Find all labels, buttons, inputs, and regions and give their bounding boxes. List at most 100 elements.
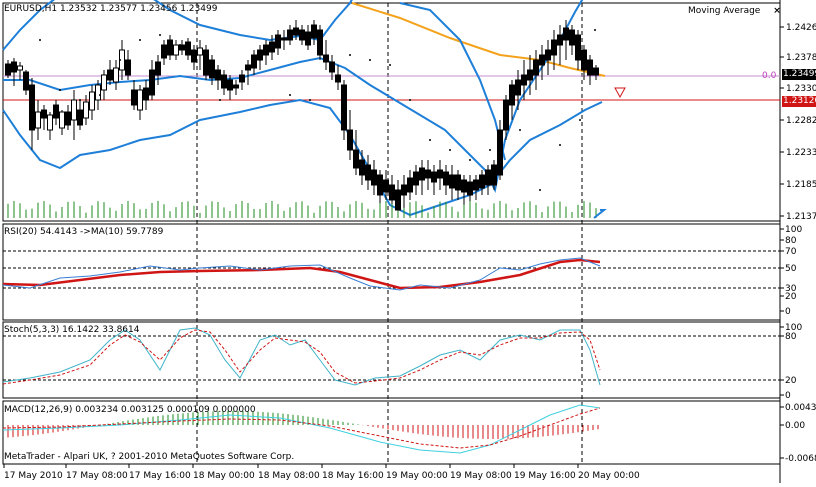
candle-body-63 xyxy=(383,179,389,193)
time-label-7: 19 May 08:00 xyxy=(450,471,512,481)
candle-body-93 xyxy=(563,27,569,41)
candle-body-40 xyxy=(245,64,251,71)
candle-body-8 xyxy=(53,104,59,119)
sar-dot-7 xyxy=(179,44,181,46)
candle-body-33 xyxy=(203,49,209,76)
candle-body-16 xyxy=(101,74,107,91)
sell-arrow-icon xyxy=(614,87,626,99)
candle-body-67 xyxy=(407,177,413,193)
candle-body-57 xyxy=(347,129,353,151)
candle-body-85 xyxy=(515,79,521,96)
sar-dot-6 xyxy=(159,34,161,36)
price-tick-label-0: 1.24260 xyxy=(786,23,816,33)
sar-dot-12 xyxy=(349,54,351,56)
candle-body-44 xyxy=(269,41,275,53)
stoch-level-label-0: 100 xyxy=(785,323,802,333)
rsi-level-label-4: 30 xyxy=(785,284,797,294)
macd-level-label-2: -0.0068 xyxy=(785,454,816,464)
sar-dot-22 xyxy=(559,144,561,146)
candle-body-72 xyxy=(437,169,443,179)
sar-dot-18 xyxy=(469,159,471,161)
candle-body-20 xyxy=(125,59,131,76)
candle-body-31 xyxy=(191,49,197,63)
time-label-4: 18 May 08:00 xyxy=(258,471,320,481)
sar-dot-23 xyxy=(579,119,581,121)
candle-body-68 xyxy=(413,171,419,186)
candle-body-37 xyxy=(227,79,233,91)
candle-body-51 xyxy=(311,24,317,39)
candle-body-32 xyxy=(197,47,203,56)
sar-dot-0 xyxy=(39,39,41,41)
bollinger-lower-band xyxy=(2,98,603,217)
candle-body-28 xyxy=(173,44,179,56)
candle-body-1 xyxy=(11,61,17,73)
rsi-line xyxy=(2,257,601,291)
candle-body-96 xyxy=(581,49,587,71)
candle-body-39 xyxy=(239,74,245,83)
candle-body-76 xyxy=(461,179,467,193)
candle-body-15 xyxy=(95,84,101,101)
time-label-8: 19 May 16:00 xyxy=(514,471,576,481)
macd-label: MACD(12,26,9) 0.003234 0.003125 0.000109… xyxy=(4,405,256,415)
macd-level-label-0: 0.004361 xyxy=(785,403,816,413)
candle-body-23 xyxy=(143,87,149,101)
time-label-5: 18 May 16:00 xyxy=(322,471,384,481)
candle-body-43 xyxy=(263,44,269,56)
candle-body-29 xyxy=(179,44,185,51)
candle-body-55 xyxy=(335,74,341,83)
candle-body-98 xyxy=(593,67,599,76)
candle-body-64 xyxy=(389,184,395,201)
candle-body-30 xyxy=(185,41,191,56)
sar-dot-24 xyxy=(594,29,596,31)
candle-body-88 xyxy=(533,59,539,76)
sar-dot-10 xyxy=(289,94,291,96)
candle-body-12 xyxy=(77,109,83,126)
candle-body-86 xyxy=(521,74,527,86)
candle-body-21 xyxy=(131,89,137,106)
sar-dot-1 xyxy=(59,89,61,91)
bollinger-upper-band xyxy=(2,0,353,51)
candle-body-84 xyxy=(509,84,515,106)
candle-body-41 xyxy=(251,54,257,69)
candle-body-10 xyxy=(65,111,71,126)
candle-body-95 xyxy=(575,34,581,61)
time-label-9: 20 May 00:00 xyxy=(578,471,640,481)
candle-body-35 xyxy=(215,69,221,81)
candle-body-94 xyxy=(569,29,575,46)
candle-body-34 xyxy=(209,59,215,79)
close-icon[interactable]: × xyxy=(773,6,781,16)
sar-dot-9 xyxy=(259,59,261,61)
sar-dot-8 xyxy=(219,99,221,101)
candle-body-48 xyxy=(293,27,299,36)
sar-dot-15 xyxy=(409,99,411,101)
stoch-main-line xyxy=(2,327,601,386)
price-tick-label-6: 1.21370 xyxy=(786,212,816,222)
sar-dot-20 xyxy=(519,129,521,131)
macd-level-label-1: 0.00 xyxy=(785,421,805,431)
candle-body-47 xyxy=(287,29,293,41)
candle-body-5 xyxy=(35,111,41,129)
bollinger-upper-band-2 xyxy=(399,2,506,161)
candle-body-52 xyxy=(317,29,323,56)
time-label-0: 17 May 2010 xyxy=(4,471,63,481)
candle-body-60 xyxy=(365,164,371,181)
candle-body-89 xyxy=(539,54,545,66)
candle-body-46 xyxy=(281,37,287,41)
candle-body-74 xyxy=(449,174,455,189)
price-tick-label-4: 1.22330 xyxy=(786,148,816,158)
candle-body-26 xyxy=(161,44,167,59)
candle-body-22 xyxy=(137,89,143,111)
rsi-level-label-6: 0 xyxy=(785,307,791,317)
sar-dot-14 xyxy=(389,64,391,66)
candle-body-87 xyxy=(527,69,533,81)
indicator-badge: Moving Average × xyxy=(688,6,781,17)
moving-average-line xyxy=(351,2,606,77)
copyright-text: MetaTrader - Alpari UK, ? 2001-2010 Meta… xyxy=(4,452,295,462)
buy-arrow-icon xyxy=(593,209,607,219)
sar-dot-16 xyxy=(429,139,431,141)
candle-body-61 xyxy=(371,169,377,186)
stoch-signal-line xyxy=(2,329,601,385)
rsi-level-label-5: 20 xyxy=(785,292,797,302)
